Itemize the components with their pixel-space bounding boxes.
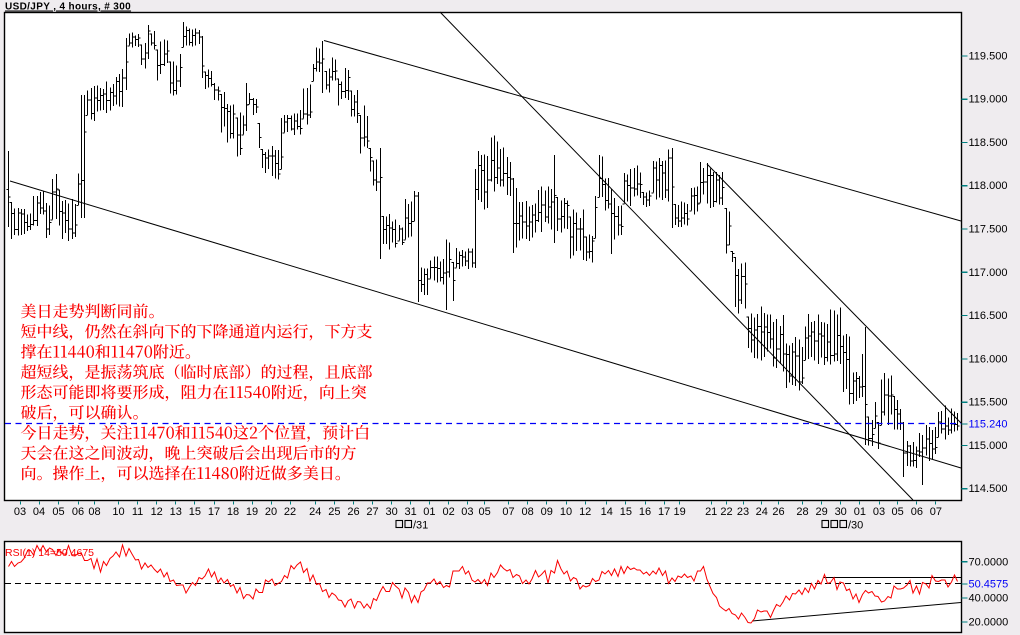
svg-text:10: 10: [112, 506, 124, 518]
svg-text:22: 22: [284, 506, 296, 518]
svg-text:20: 20: [265, 506, 277, 518]
svg-text:12: 12: [579, 506, 591, 518]
svg-text:06: 06: [72, 506, 84, 518]
svg-text:06: 06: [911, 506, 923, 518]
svg-text:22: 22: [720, 506, 732, 518]
svg-text:08: 08: [521, 506, 533, 518]
svg-text:115.240: 115.240: [969, 419, 1008, 431]
svg-text:23: 23: [737, 506, 749, 518]
svg-text:10: 10: [560, 506, 572, 518]
svg-text:26: 26: [347, 506, 359, 518]
svg-text:01: 01: [854, 506, 866, 518]
svg-text:07: 07: [502, 506, 514, 518]
svg-text:05: 05: [891, 506, 903, 518]
svg-text:08: 08: [88, 506, 100, 518]
svg-text:07: 07: [930, 506, 942, 518]
svg-text:/30: /30: [848, 520, 863, 532]
svg-text:24: 24: [756, 506, 768, 518]
svg-text:RSI(1) 14=50.4675: RSI(1) 14=50.4675: [5, 547, 94, 559]
svg-text:15: 15: [620, 506, 632, 518]
svg-text:30: 30: [835, 506, 847, 518]
svg-text:116.000: 116.000: [969, 353, 1008, 365]
svg-text:115.500: 115.500: [969, 397, 1008, 409]
svg-text:03: 03: [461, 506, 473, 518]
svg-text:24: 24: [309, 506, 321, 518]
svg-text:12: 12: [151, 506, 163, 518]
svg-text:USD/JPY , 4 hours, # 300: USD/JPY , 4 hours, # 300: [5, 2, 131, 13]
svg-text:114.500: 114.500: [969, 483, 1008, 495]
svg-text:04: 04: [33, 506, 45, 518]
svg-text:16: 16: [639, 506, 651, 518]
svg-text:09: 09: [541, 506, 553, 518]
svg-text:31: 31: [404, 506, 416, 518]
svg-text:30: 30: [385, 506, 397, 518]
svg-text:13: 13: [170, 506, 182, 518]
svg-text:40.0000: 40.0000: [969, 592, 1009, 604]
svg-text:05: 05: [478, 506, 490, 518]
svg-text:18: 18: [227, 506, 239, 518]
svg-text:19: 19: [246, 506, 258, 518]
svg-text:14: 14: [601, 506, 613, 518]
svg-text:03: 03: [873, 506, 885, 518]
svg-text:50.4575: 50.4575: [969, 579, 1009, 591]
svg-text:11: 11: [132, 506, 143, 518]
svg-text:17: 17: [658, 506, 670, 518]
svg-text:119.500: 119.500: [969, 50, 1008, 62]
svg-text:17: 17: [208, 506, 220, 518]
svg-text:/31: /31: [413, 520, 428, 532]
svg-text:26: 26: [772, 506, 784, 518]
svg-text:117.500: 117.500: [969, 224, 1008, 236]
svg-text:19: 19: [673, 506, 685, 518]
svg-text:116.500: 116.500: [969, 310, 1008, 322]
svg-text:117.000: 117.000: [969, 267, 1008, 279]
svg-text:118.000: 118.000: [969, 180, 1008, 192]
svg-text:02: 02: [442, 506, 454, 518]
svg-text:01: 01: [423, 506, 435, 518]
svg-text:20.0000: 20.0000: [969, 617, 1009, 629]
svg-text:27: 27: [366, 506, 378, 518]
svg-text:119.000: 119.000: [969, 94, 1008, 106]
svg-text:70.0000: 70.0000: [969, 556, 1009, 568]
svg-text:05: 05: [52, 506, 64, 518]
svg-text:15: 15: [189, 506, 201, 518]
svg-text:21: 21: [705, 506, 717, 518]
svg-text:118.500: 118.500: [969, 137, 1008, 149]
svg-text:115.000: 115.000: [969, 440, 1008, 452]
svg-text:29: 29: [815, 506, 827, 518]
svg-text:03: 03: [14, 506, 26, 518]
svg-text:28: 28: [796, 506, 808, 518]
svg-text:25: 25: [328, 506, 340, 518]
